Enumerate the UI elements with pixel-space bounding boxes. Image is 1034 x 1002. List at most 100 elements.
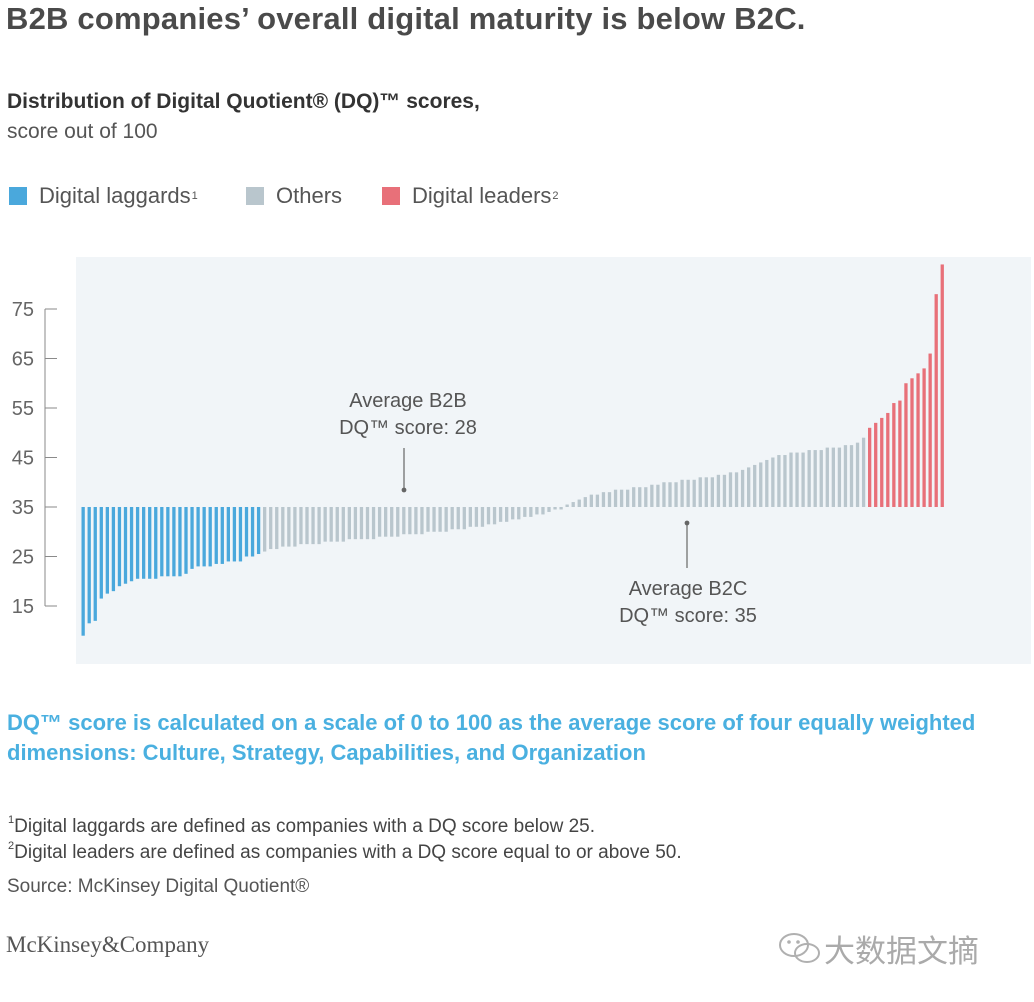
bar-others — [662, 482, 666, 507]
y-tick-label: 35 — [12, 497, 34, 519]
bar-laggards — [190, 507, 194, 569]
bar-others — [656, 484, 660, 507]
legend-swatch-others — [246, 187, 264, 205]
bar-others — [468, 507, 472, 527]
bar-others — [359, 507, 364, 540]
chart-subtitle-units: score out of 100 — [7, 120, 158, 143]
bar-others — [595, 494, 600, 508]
legend-item-others: Others — [246, 183, 342, 209]
wechat-icon — [779, 932, 820, 963]
bar-others — [849, 445, 854, 508]
bar-others — [462, 507, 466, 530]
bar-laggards — [178, 507, 182, 577]
y-tick-label: 75 — [12, 299, 34, 321]
bar-others — [553, 507, 557, 510]
bar-others — [855, 442, 860, 507]
y-tick-label: 15 — [12, 596, 34, 618]
bar-leaders — [910, 378, 914, 507]
bar-others — [547, 507, 551, 512]
bar-others — [329, 507, 333, 542]
bar-others — [529, 507, 533, 517]
bar-others — [783, 455, 787, 507]
bar-others — [686, 479, 690, 507]
bar-laggards — [220, 507, 224, 564]
bar-others — [511, 507, 515, 520]
bar-others — [589, 494, 593, 508]
bar-others — [861, 437, 866, 507]
bar-others — [583, 497, 587, 507]
bar-laggards — [154, 507, 158, 579]
bar-others — [299, 507, 303, 545]
footnote-leaders: 2Digital leaders are defined as companie… — [7, 840, 682, 864]
legend-item-leaders: Digital leaders 2 — [382, 183, 559, 209]
bar-laggards — [244, 507, 249, 557]
bar-laggards — [87, 507, 91, 624]
legend-item-laggards: Digital laggards 1 — [9, 183, 198, 209]
dq-distribution-chart: 15 25 35 45 55 65 75 Average B2B DQ™ score: 28 A… — [12, 257, 1031, 664]
bar-others — [450, 507, 454, 530]
bar-others — [789, 452, 793, 507]
bar-others — [668, 482, 672, 507]
bar-others — [704, 477, 708, 507]
bar-others — [408, 507, 412, 535]
bar-others — [305, 507, 309, 545]
bar-others — [414, 507, 418, 535]
legend-swatch-leaders — [382, 187, 400, 205]
source-note: Source: McKinsey Digital Quotient® — [7, 876, 310, 897]
bar-others — [692, 479, 696, 507]
bar-others — [523, 507, 527, 517]
bar-others — [402, 507, 406, 535]
bar-laggards — [105, 507, 109, 594]
legend-label-others: Others — [276, 183, 343, 208]
bar-others — [559, 507, 563, 510]
bar-others — [801, 452, 805, 507]
bar-others — [843, 445, 848, 508]
bar-others — [747, 467, 751, 507]
bar-others — [396, 507, 400, 537]
y-tick-label: 25 — [12, 547, 34, 569]
plot-background — [76, 257, 1031, 664]
bar-leaders — [886, 412, 890, 507]
bar-others — [571, 502, 575, 507]
bar-others — [541, 507, 545, 515]
bar-others — [377, 507, 382, 537]
footnote-2-sup: 2 — [8, 840, 15, 852]
bar-others — [759, 462, 763, 507]
bar-others — [263, 507, 267, 552]
chart-subtitle: Distribution of Digital Quotient® (DQ)™ … — [7, 90, 480, 113]
bar-others — [492, 507, 497, 525]
bar-laggards — [111, 507, 116, 592]
bar-others — [384, 507, 388, 537]
bar-others — [347, 507, 351, 540]
bar-others — [626, 489, 630, 507]
y-tick-label: 55 — [12, 398, 34, 420]
avg-b2c-label-line1: Average B2C — [629, 578, 748, 600]
bar-others — [710, 477, 714, 507]
bar-others — [777, 455, 781, 507]
avg-b2b-marker — [401, 487, 407, 493]
bar-laggards — [135, 507, 140, 579]
bar-laggards — [208, 507, 212, 567]
bar-others — [734, 472, 739, 507]
bar-leaders — [916, 373, 920, 507]
bar-others — [837, 447, 842, 507]
bar-others — [765, 459, 769, 507]
footnote-2-text: Digital leaders are defined as companies… — [14, 842, 682, 863]
legend-label-leaders: Digital leaders — [412, 183, 552, 208]
footnote-1-text: Digital laggards are defined as companie… — [14, 816, 595, 837]
bar-others — [486, 507, 491, 525]
bar-others — [740, 469, 745, 508]
bar-laggards — [160, 507, 164, 577]
bar-others — [613, 489, 618, 507]
bar-leaders — [874, 422, 878, 507]
bar-others — [275, 507, 279, 550]
headline: B2B companies’ overall digital maturity … — [6, 1, 806, 36]
bar-others — [619, 489, 624, 507]
bar-others — [650, 484, 654, 507]
bar-others — [607, 492, 612, 507]
dq-score-note: DQ™ score is calculated on a scale of 0 … — [7, 710, 976, 765]
bar-others — [365, 507, 370, 540]
bar-others — [287, 507, 291, 547]
bar-others — [293, 507, 297, 547]
bar-others — [420, 507, 424, 535]
